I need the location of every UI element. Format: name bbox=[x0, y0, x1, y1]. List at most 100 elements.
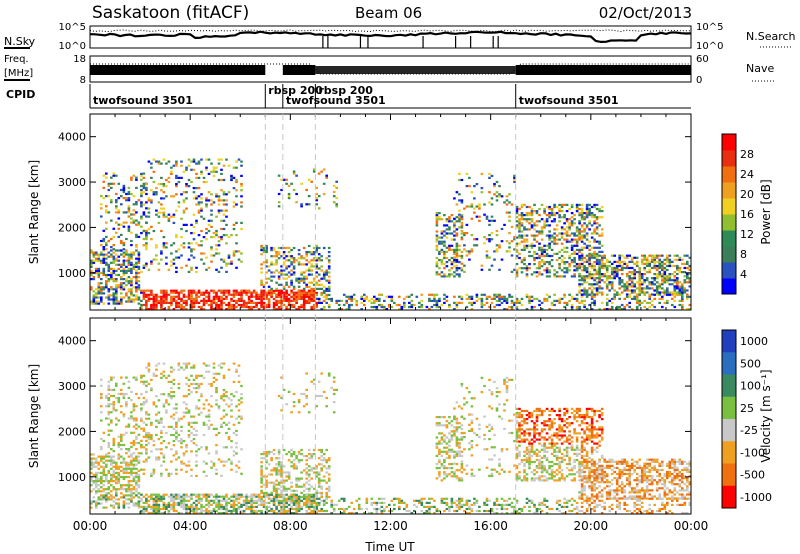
echo-cell bbox=[555, 242, 559, 245]
echo-cell bbox=[112, 257, 116, 260]
echo-cell bbox=[227, 405, 231, 408]
echo-cell bbox=[127, 494, 131, 497]
echo-cell bbox=[448, 244, 451, 247]
echo-cell bbox=[152, 229, 156, 233]
echo-cell bbox=[287, 259, 291, 262]
echo-cell bbox=[623, 308, 626, 311]
echo-cell bbox=[643, 254, 646, 257]
echo-cell bbox=[580, 226, 584, 229]
echo-cell bbox=[127, 498, 131, 501]
echo-cell bbox=[132, 376, 136, 379]
echo-cell bbox=[317, 279, 321, 282]
echo-cell bbox=[320, 287, 323, 290]
echo-cell bbox=[290, 273, 293, 276]
power-ylabel: Slant Range [km] bbox=[27, 160, 41, 264]
echo-cell bbox=[635, 287, 639, 290]
echo-cell bbox=[350, 299, 353, 302]
echo-cell bbox=[538, 220, 541, 223]
echo-cell bbox=[172, 391, 176, 394]
echo-cell bbox=[538, 271, 541, 274]
echo-cell bbox=[115, 494, 118, 497]
echo-cell bbox=[240, 160, 243, 163]
echo-cell bbox=[220, 209, 223, 212]
echo-cell bbox=[240, 260, 243, 263]
echo-cell bbox=[207, 501, 211, 504]
echo-cell bbox=[563, 222, 566, 225]
echo-cell bbox=[605, 260, 609, 263]
echo-cell bbox=[618, 281, 621, 284]
echo-cell bbox=[317, 287, 321, 290]
echo-cell bbox=[575, 242, 579, 245]
echo-cell bbox=[342, 303, 346, 307]
echo-cell bbox=[95, 475, 98, 479]
echo-cell bbox=[520, 259, 524, 262]
echo-cell bbox=[505, 250, 509, 253]
echo-cell bbox=[127, 290, 131, 293]
echo-cell bbox=[455, 305, 459, 309]
echo-cell bbox=[661, 268, 664, 272]
echo-cell bbox=[100, 378, 103, 381]
echo-cell bbox=[373, 295, 376, 298]
echo-cell bbox=[185, 403, 188, 406]
echo-cell bbox=[130, 284, 133, 287]
echo-cell bbox=[628, 254, 631, 257]
echo-cell bbox=[237, 291, 241, 294]
echo-cell bbox=[628, 260, 631, 263]
echo-cell bbox=[300, 291, 303, 295]
echo-cell bbox=[620, 273, 624, 276]
echo-cell bbox=[212, 499, 216, 502]
echo-cell bbox=[165, 399, 168, 402]
echo-cell bbox=[493, 185, 496, 188]
echo-cell bbox=[107, 269, 111, 272]
echo-cell bbox=[127, 467, 131, 470]
echo-cell bbox=[618, 262, 621, 265]
echo-cell bbox=[600, 279, 604, 282]
echo-cell bbox=[630, 285, 634, 288]
echo-cell bbox=[195, 464, 198, 467]
echo-cell bbox=[215, 232, 218, 235]
echo-cell bbox=[177, 256, 181, 259]
echo-cell bbox=[262, 499, 266, 502]
echo-cell bbox=[320, 255, 323, 258]
echo-cell bbox=[200, 207, 203, 210]
echo-cell bbox=[210, 308, 213, 311]
echo-cell bbox=[625, 256, 629, 259]
echo-cell bbox=[310, 503, 313, 506]
echo-cell bbox=[257, 497, 261, 500]
colorbar-tick-label: 12 bbox=[740, 228, 754, 241]
echo-cell bbox=[182, 505, 186, 508]
echo-cell bbox=[195, 299, 198, 302]
echo-cell bbox=[237, 415, 241, 418]
echo-cell bbox=[635, 260, 639, 263]
echo-cell bbox=[240, 303, 243, 307]
echo-cell bbox=[292, 188, 296, 192]
echo-cell bbox=[145, 366, 148, 369]
echo-cell bbox=[162, 215, 166, 218]
echo-cell bbox=[478, 205, 481, 208]
echo-cell bbox=[455, 191, 459, 194]
echo-cell bbox=[157, 362, 161, 365]
echo-cell bbox=[152, 297, 156, 300]
echo-cell bbox=[257, 308, 261, 311]
echo-cell bbox=[460, 226, 464, 229]
echo-cell bbox=[205, 232, 208, 235]
echo-cell bbox=[640, 277, 644, 280]
echo-cell bbox=[92, 259, 96, 262]
echo-cell bbox=[137, 259, 141, 262]
echo-cell bbox=[292, 257, 296, 260]
echo-cell bbox=[175, 472, 178, 475]
echo-cell bbox=[157, 295, 161, 298]
echo-cell bbox=[205, 197, 208, 200]
echo-cell bbox=[155, 395, 158, 398]
echo-cell bbox=[505, 299, 509, 302]
echo-cell bbox=[473, 211, 476, 214]
echo-cell bbox=[588, 212, 591, 215]
echo-cell bbox=[292, 495, 296, 498]
echo-cell bbox=[117, 227, 121, 230]
echo-cell bbox=[287, 255, 291, 258]
echo-cell bbox=[175, 299, 178, 302]
echo-cell bbox=[117, 182, 121, 185]
echo-cell bbox=[217, 203, 221, 206]
echo-cell bbox=[360, 301, 363, 304]
echo-cell bbox=[618, 293, 621, 296]
